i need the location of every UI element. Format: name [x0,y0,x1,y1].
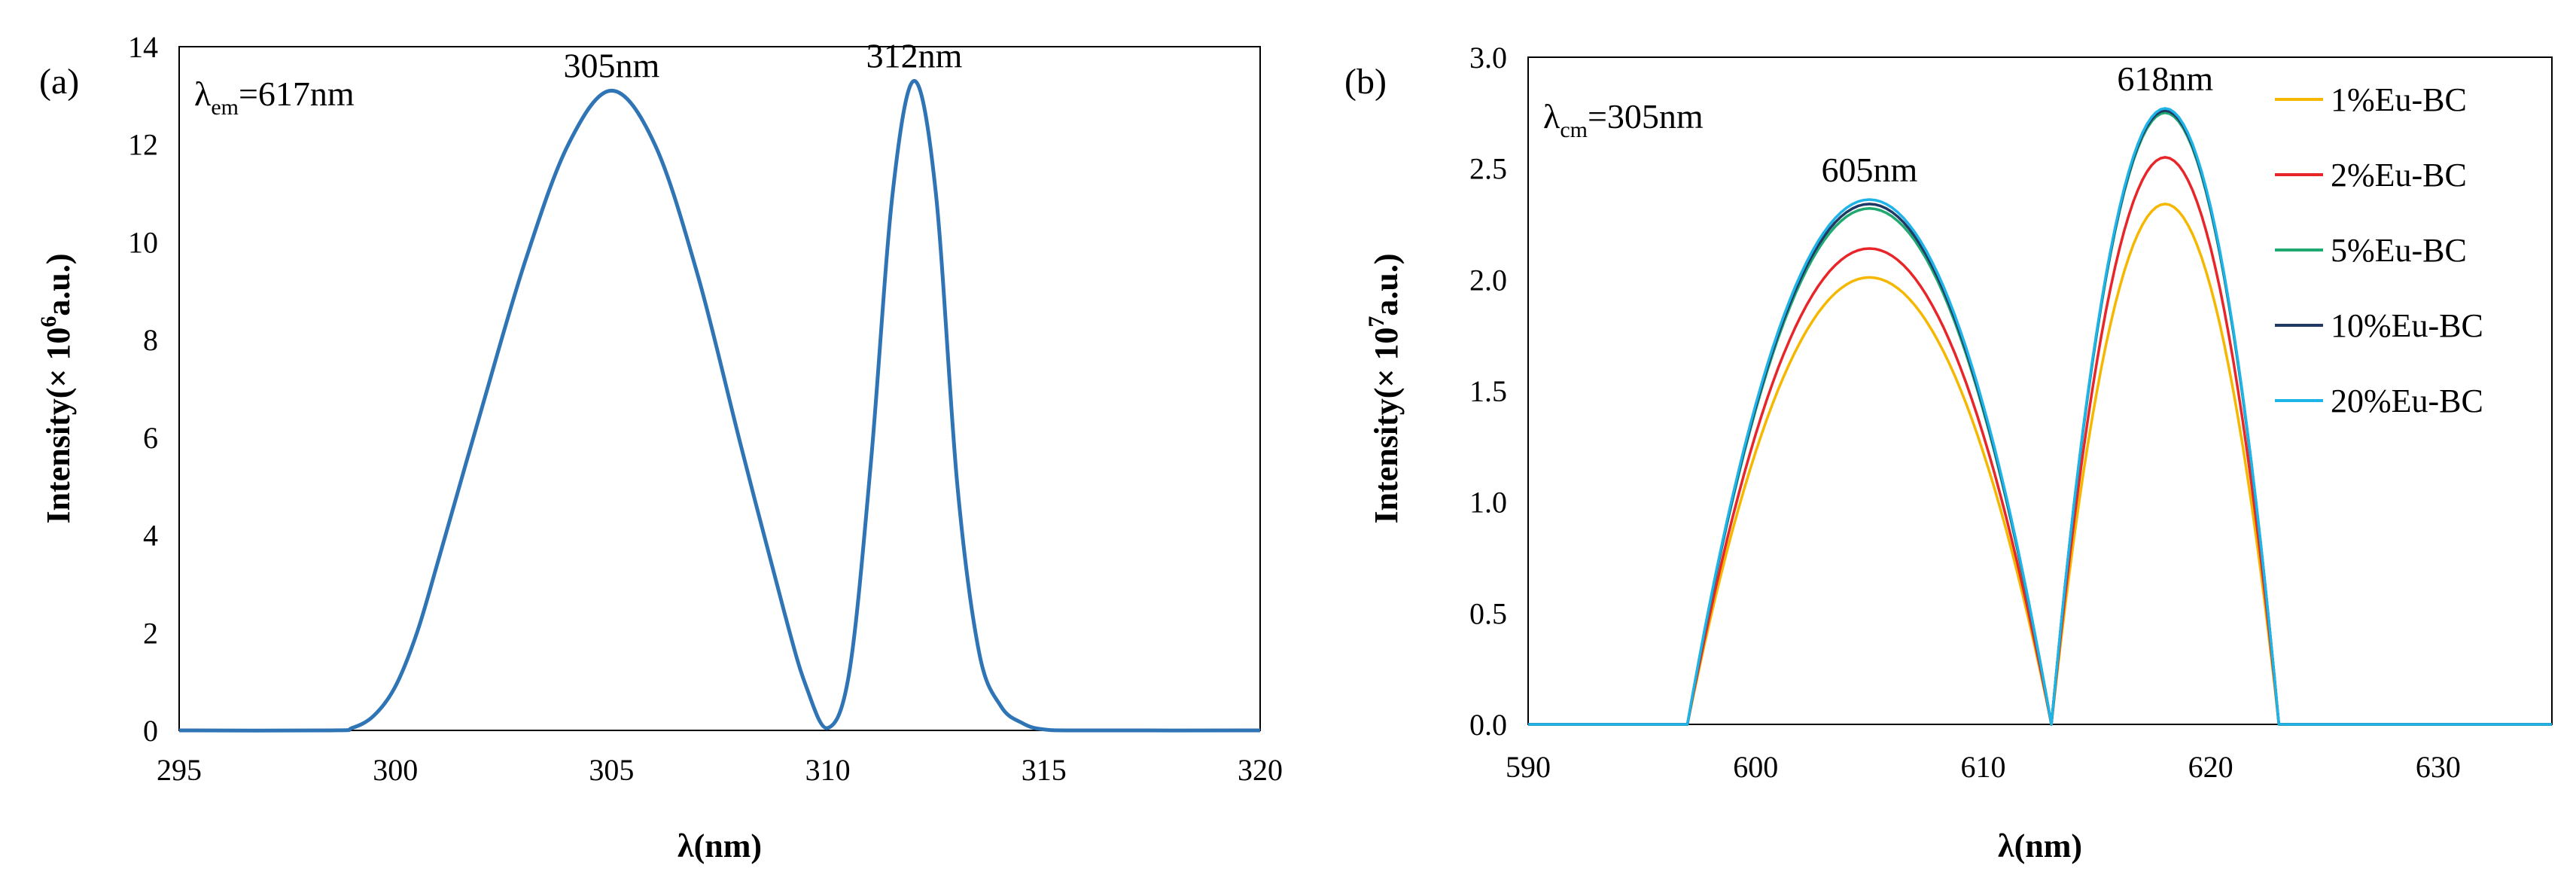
panel-b-x-tick-label: 630 [2416,750,2461,784]
panel-a-y-tick-label: 14 [128,30,158,64]
legend-label: 1%Eu-BC [2331,81,2467,118]
series-line-excitation [178,78,1261,733]
panel-b-y-tick-label: 3.0 [1469,41,1507,75]
panel-a-y-ticks: 0 2 4 6 8 10 12 14 [128,30,158,748]
panel-b-y-tick-label: 0.5 [1469,596,1507,630]
panel-b-y-ticks: 0.0 0.5 1.0 1.5 2.0 2.5 3.0 [1469,41,1507,742]
panel-a-x-ticks: 295 300 305 310 315 320 [157,753,1283,787]
panel-a-x-tick-label: 295 [157,753,202,787]
panel-b-y-tick-label: 2.0 [1469,263,1507,297]
panel-a-x-tick-label: 310 [805,753,851,787]
panel-b-x-axis-title: λ(nm) [1998,828,2082,864]
panel-a-y-tick-label: 12 [128,128,158,162]
panel-a-y-tick-label: 4 [143,519,158,553]
panel-a-plot-frame [178,46,1261,731]
panel-a-y-tick-label: 10 [128,225,158,259]
panel-b-x-tick-label: 620 [2188,750,2233,784]
panel-a-y-tick-label: 8 [143,323,158,357]
panel-b-label: (b) [1344,62,1387,102]
panel-a-y-tick-label: 6 [143,421,158,455]
panel-a-y-tick-label: 0 [143,714,158,748]
panel-a-peak-labels: 305nm 312nm [564,36,963,84]
panel-b-y-axis-title: Intensity(× 107a.u.) [1364,253,1405,523]
legend-label: 2%Eu-BC [2331,157,2467,194]
panel-b-peak-labels: 605nm 618nm [1821,59,2213,189]
panel-a-x-tick-label: 315 [1022,753,1067,787]
panel-b-y-tick-label: 0.0 [1469,708,1507,742]
panel-b-legend: 1%Eu-BC 2%Eu-BC 5%Eu-BC 10%Eu-BC 20%Eu-BC [2275,81,2483,419]
peak-label: 605nm [1821,151,1917,189]
panel-a-excitation-label: λem=617nm [194,75,355,120]
peak-label: 312nm [866,36,963,75]
series-line-20pct-eu-bc [1528,107,2552,726]
legend-label: 20%Eu-BC [2331,383,2483,419]
panel-b-y-tick-label: 2.5 [1469,152,1507,186]
peak-label: 305nm [564,46,660,84]
panel-a-x-tick-label: 305 [589,753,634,787]
series-line-1pct-eu-bc [1528,203,2552,726]
panel-b-x-ticks: 590 600 610 620 630 [1506,750,2461,784]
panel-a-x-tick-label: 300 [373,753,418,787]
peak-label: 618nm [2117,59,2213,98]
panel-b-x-tick-label: 590 [1506,750,1551,784]
panel-b: (b) λcm=305nm 0.0 0.5 1.0 1.5 2.0 2.5 3.0 590 6… [1344,41,2553,864]
panel-b-series [1528,107,2552,726]
panel-b-y-tick-label: 1.0 [1469,486,1507,520]
panel-b-y-tick-label: 1.5 [1469,374,1507,408]
panel-a-y-axis-title: Intensity(× 106a.u.) [36,253,77,523]
panel-a-y-tick-label: 2 [143,616,158,650]
panel-a-x-tick-label: 320 [1238,753,1283,787]
panel-b-excitation-label: λcm=305nm [1543,97,1704,142]
panel-b-plot-frame [1527,56,2553,725]
panel-b-x-tick-label: 600 [1733,750,1778,784]
panel-b-x-tick-label: 610 [1960,750,2005,784]
panel-a-x-axis-title: λ(nm) [677,828,762,864]
series-line-2pct-eu-bc [1528,156,2552,726]
legend-label: 10%Eu-BC [2331,307,2483,344]
panel-a-label: (a) [39,62,79,102]
panel-a-series [178,78,1261,733]
legend-label: 5%Eu-BC [2331,232,2467,269]
panel-a: (a) λem=617nm 0 2 4 6 8 10 12 14 295 300 305 310 31… [36,30,1283,864]
